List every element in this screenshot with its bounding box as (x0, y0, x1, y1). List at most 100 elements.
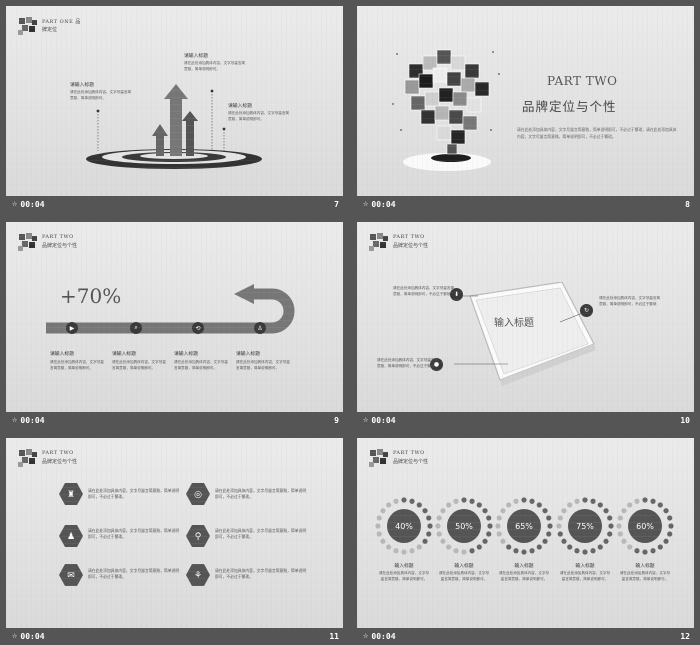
gauge-dot (453, 498, 459, 504)
gauge-dot (547, 523, 553, 529)
gauge-dot (380, 538, 386, 544)
gauge-dot (657, 502, 663, 508)
phone-graphic (452, 282, 596, 386)
star-icon[interactable]: ☆ (363, 199, 369, 209)
text-block-body: 请在此处添加具体内容，文字尽量言简意赅，简单说明即可。 (112, 360, 166, 370)
gauge-dot (506, 502, 512, 508)
part-label: PART TWO (547, 74, 618, 88)
text-block[interactable]: 请输入标题 请在此处添加具体内容，文字尽量言简意赅，简单说明即可。 (174, 350, 230, 371)
gauge-dot (557, 531, 563, 537)
slide-thumbnail-12[interactable]: PART TWO 品牌定位与个性 40% 50% 65% 75% 60% 输入标… (357, 438, 694, 644)
gauge-dot (590, 548, 596, 554)
svg-text:◎: ◎ (194, 490, 202, 500)
text-block[interactable]: 请在此处添加具体内容，文字尽量言简意赅，简单说明即可，不必过于繁琐 (393, 286, 455, 297)
gauge-dot (416, 544, 422, 550)
slide-timing: 00:04 (371, 199, 396, 209)
gauge-dot (650, 548, 656, 554)
gauge-dot (597, 502, 603, 508)
text-block[interactable]: 请在此处添加具体内容，文字尽量言简意赅，简单说明即可，不必过于繁琐 (377, 358, 439, 369)
gauge-dot (546, 515, 552, 521)
gauge-dot (440, 508, 446, 514)
gauge-dot (663, 538, 669, 544)
list-item-text: 请在此处添加具体内容，文字尽量言简意赅，简单说明即可，不必过于繁琐。 (215, 528, 307, 539)
star-icon[interactable]: ☆ (12, 199, 18, 209)
gauge-dot (422, 538, 428, 544)
text-block-body: 请在此处添加具体内容，文字尽量言简意赅，简单说明即可，不必过于繁琐 (599, 296, 661, 306)
list-item-text: 请在此处添加具体内容，文字尽量言简意赅，简单说明即可，不必过于繁琐。 (215, 488, 307, 499)
gauge-value: 40% (387, 509, 421, 543)
gauge-dot (435, 523, 441, 529)
gauge-caption[interactable]: 输入标题 请在此处添加具体内容，文字尽量言简意赅，简单说明即可。 (619, 562, 671, 582)
gauge-dot (426, 531, 432, 537)
chat-icon: ✉ (59, 564, 83, 586)
gauge-caption[interactable]: 输入标题 请在此处添加具体内容，文字尽量言简意赅，简单说明即可。 (559, 562, 611, 582)
text-block[interactable]: 请在此处添加具体内容，文字尽量言简意赅，简单说明即可，不必过于繁琐 (599, 296, 661, 307)
gauge-dot (453, 548, 459, 554)
gauge-dot (506, 544, 512, 550)
gauge-dot (650, 498, 656, 504)
slide-canvas: PART TWO 品牌定位与个性 输入标题 ⬇ ↻ ● 请在此处添加具体内容，文… (357, 222, 694, 412)
slide-canvas: PART TWO 品牌定位与个性 +70% ▶ ⌕ ⟲ ♙ 请输入标题 请在此处… (6, 222, 343, 412)
text-block-title: 请输入标题 (228, 104, 252, 109)
gauge-dot (427, 523, 433, 529)
group-icon: ♟ (59, 525, 83, 547)
slide-thumbnail-9[interactable]: PART TWO 品牌定位与个性 +70% ▶ ⌕ ⟲ ♙ 请输入标题 请在此处… (6, 222, 343, 428)
slide-number: 11 (329, 631, 339, 641)
gauge-dot (668, 523, 674, 529)
star-icon[interactable]: ☆ (12, 631, 18, 641)
star-icon[interactable]: ☆ (363, 415, 369, 425)
gauge-caption[interactable]: 输入标题 请在此处添加具体内容，文字尽量言简意赅，简单说明即可。 (498, 562, 550, 582)
text-block[interactable]: 请输入标题 请在此处添加具体内容，文字尽量言简意赅，简单说明即可。 (112, 350, 168, 371)
gauge-dot (495, 523, 501, 529)
svg-text:♟: ♟ (67, 532, 75, 542)
gauge-dot (496, 515, 502, 521)
gauge-dot (608, 523, 614, 529)
gauge-dot (561, 508, 567, 514)
cube-logo-icon (18, 233, 37, 251)
slide-section-subtitle: 品牌定位与个性 (393, 459, 429, 465)
svg-text:⚘: ⚘ (194, 571, 202, 581)
slide-thumbnail-8[interactable]: PART TWO 品牌定位与个性 请在此处添加具体内容，文字尽量言简意赅，简单说… (357, 6, 694, 212)
gauge-dot (376, 531, 382, 537)
gauge-caption[interactable]: 输入标题 请在此处添加具体内容，文字尽量言简意赅，简单说明即可。 (378, 562, 430, 582)
gauge-dot (482, 508, 488, 514)
slide-timing: 00:04 (371, 415, 396, 425)
gauge-caption[interactable]: 输入标题 请在此处添加具体内容，文字尽量言简意赅，简单说明即可。 (438, 562, 490, 582)
slide-section-label: PART TWO (393, 450, 425, 456)
gauge-text: 请在此处添加具体内容，文字尽量言简意赅，简单说明即可。 (378, 571, 430, 581)
slide-thumbnail-11[interactable]: PART TWO 品牌定位与个性 ♜ ♟ ✉ ◎ ⚲ ⚘ 请在此处添加具体内容，… (6, 438, 343, 644)
slide-footer: ☆ 00:04 7 (6, 196, 343, 212)
gauge-dot (529, 548, 535, 554)
text-block-body: 请在此处添加具体内容，文字尽量言简意赅，简单说明即可，不必过于繁琐 (377, 358, 439, 368)
gauge-dot (621, 538, 627, 544)
text-block-title: 请输入标题 (184, 54, 208, 59)
text-block[interactable]: 请输入标题 请在此处添加具体内容，文字尽量言简意赅，简单说明即可。 (70, 81, 132, 101)
text-block[interactable]: 请输入标题 请在此处添加具体内容，文字尽量言简意赅，简单说明即可。 (228, 102, 290, 122)
gauge-dot (521, 549, 527, 555)
cube-logo-icon (369, 449, 388, 467)
star-icon[interactable]: ☆ (363, 631, 369, 641)
gauge-dot (536, 502, 542, 508)
search-icon: ⌕ (130, 322, 142, 334)
gauge-dot (469, 498, 475, 504)
slide-thumbnail-10[interactable]: PART TWO 品牌定位与个性 输入标题 ⬇ ↻ ● 请在此处添加具体内容，文… (357, 222, 694, 428)
location-icon: ● (430, 358, 443, 371)
gauge-text: 请在此处添加具体内容，文字尽量言简意赅，简单说明即可。 (559, 571, 611, 581)
text-block[interactable]: 请输入标题 请在此处添加具体内容，文字尽量言简意赅，简单说明即可。 (236, 350, 292, 371)
slide-section-subtitle: 品牌定位与个性 (42, 459, 78, 465)
gauge-dot (557, 515, 563, 521)
gauge-dot (476, 502, 482, 508)
slide-thumbnail-7[interactable]: PART ONE 品 牌定位 请输入标题 请在此处添加具体内容，文字尽量言简意赅… (6, 6, 343, 212)
gauge-dot (496, 531, 502, 537)
slide-section-subtitle: 品牌定位与个性 (393, 243, 429, 249)
slide-number: 8 (685, 199, 690, 209)
gauge-dot (567, 544, 573, 550)
gauge-dot (607, 515, 613, 521)
text-block-body: 请在此处添加具体内容，文字尽量言简意赅，简单说明即可。 (174, 360, 228, 370)
text-block[interactable]: 请输入标题 请在此处添加具体内容，文字尽量言简意赅，简单说明即可。 (184, 52, 246, 72)
share-icon: ⟲ (192, 322, 204, 334)
star-icon[interactable]: ☆ (12, 415, 18, 425)
text-block[interactable]: 请输入标题 请在此处添加具体内容，文字尽量言简意赅，简单说明即可。 (50, 350, 106, 371)
gauge-dot (386, 544, 392, 550)
gauge-dot (401, 497, 407, 503)
